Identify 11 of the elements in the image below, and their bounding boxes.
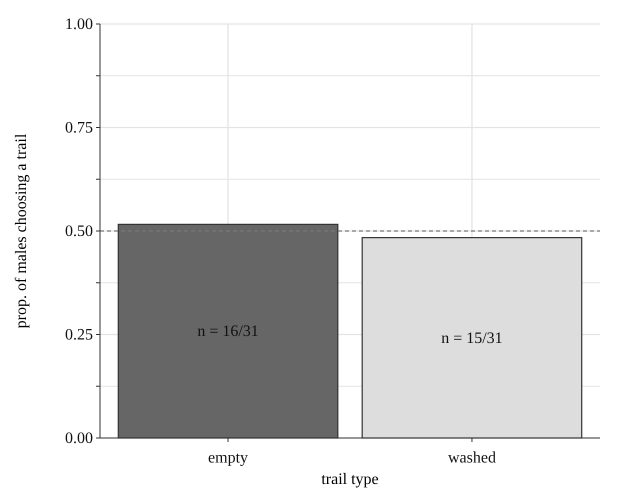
x-tick-label: washed (448, 450, 496, 467)
data-label: n = 15/31 (441, 330, 503, 347)
y-tick-label: 0.75 (65, 120, 93, 137)
y-tick-label: 0.00 (65, 430, 93, 448)
y-tick-label: 1.00 (65, 16, 93, 34)
y-tick-label: 0.50 (65, 223, 93, 240)
y-axis-title: prop. of males choosing a trail (13, 133, 30, 328)
x-tick-label: empty (208, 450, 248, 467)
y-tick-label: 0.25 (65, 326, 93, 344)
x-axis-title: trail type (321, 471, 379, 488)
data-label: n = 16/31 (197, 323, 259, 340)
